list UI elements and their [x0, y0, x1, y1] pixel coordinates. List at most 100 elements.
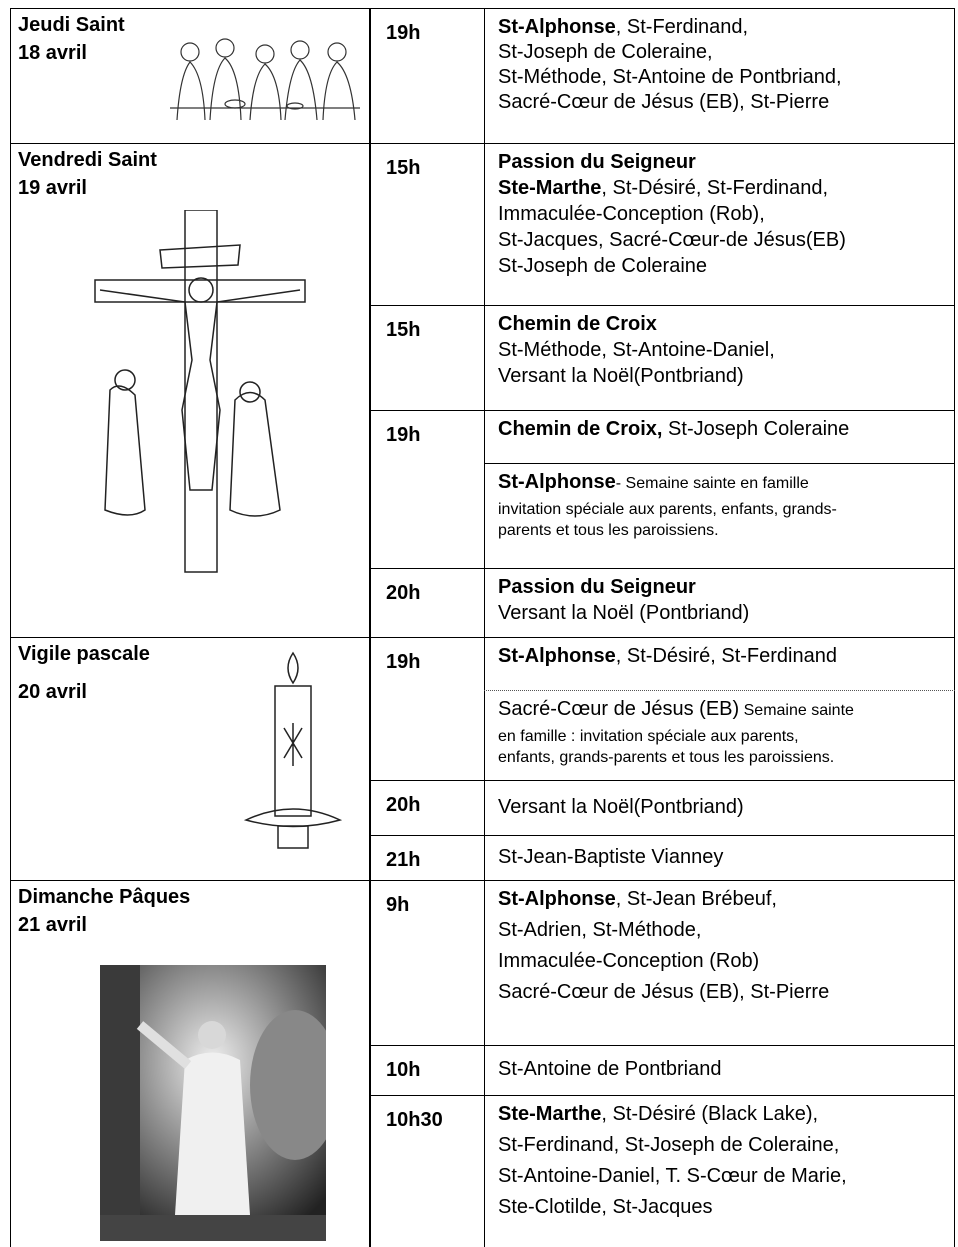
day-date: 19 avril [18, 177, 87, 199]
text-segment: St-Jacques, Sacré-Cœur-de Jésus(EB) [498, 229, 846, 251]
text-segment: St-Joseph de Coleraine, [498, 41, 713, 63]
text-segment: , St-Désiré, St-Ferdinand [615, 645, 837, 667]
time-label: 9h [386, 894, 410, 916]
text-segment: , St-Désiré, St-Ferdinand, [601, 177, 829, 199]
text-line: parents et tous les paroissiens. [498, 518, 719, 541]
text-segment: invitation spéciale aux parents, enfants… [498, 501, 837, 518]
day-cell [10, 637, 370, 881]
text-segment: , St-Jean Brébeuf, [615, 888, 777, 910]
text-segment: Versant la Noël(Pontbriand) [498, 795, 744, 818]
text-segment: Immaculée-Conception (Rob) [498, 950, 760, 972]
text-segment: St-Ferdinand, St-Joseph de Coleraine, [498, 1134, 840, 1156]
time-label: 19h [386, 22, 421, 44]
text-segment: Sacré-Cœur de Jésus (EB) [498, 698, 740, 720]
text-segment: Sacré-Cœur de Jésus (EB), St-Pierre [498, 981, 830, 1003]
time-label: 19h [386, 651, 421, 673]
day-name: Dimanche Pâques [18, 886, 191, 908]
text-segment: Chemin de Croix, [498, 418, 663, 440]
day-name: Vendredi Saint [18, 149, 157, 171]
text-line: St-Alphonse, St-Désiré, St-Ferdinand [498, 645, 837, 668]
crucifix-drawing [94, 210, 306, 573]
text-segment: St-Jean-Baptiste Vianney [498, 845, 724, 868]
text-segment: Versant la Noël(Pontbriand) [498, 365, 744, 387]
text-segment: St-Alphonse [498, 471, 616, 493]
text-segment: enfants, grands-parents et tous les paro… [498, 749, 835, 766]
day-date: 18 avril [18, 42, 87, 64]
time-label: 19h [386, 424, 421, 446]
text-segment: St-Alphonse [498, 16, 616, 38]
day-date: 20 avril [18, 681, 87, 703]
text-line: St-Alphonse, St-Ferdinand, [498, 16, 748, 39]
day-date: 21 avril [18, 914, 87, 936]
text-segment: Semaine sainte [739, 702, 854, 719]
text-line: St-Méthode, St-Antoine de Pontbriand, [498, 66, 842, 89]
resurrection-image [100, 965, 326, 1241]
text-line: Sacré-Cœur de Jésus (EB), St-Pierre [498, 91, 829, 114]
text-segment: Passion du Seigneur [498, 151, 696, 173]
text-segment: St-Méthode, St-Antoine de Pontbriand, [498, 66, 842, 88]
time-label: 21h [386, 849, 421, 871]
text-line: St-Antoine de Pontbriand [498, 1058, 722, 1081]
text-line: Versant la Noël(Pontbriand) [498, 796, 744, 819]
text-segment: St-Antoine-Daniel, T. S-Cœur de Marie, [498, 1165, 847, 1187]
text-line: Passion du Seigneur [498, 151, 696, 174]
text-segment: St-Alphonse [498, 888, 616, 910]
time-label: 20h [386, 582, 421, 604]
day-name: Jeudi Saint [18, 14, 125, 36]
time-label: 10h [386, 1059, 421, 1081]
time-label: 15h [386, 319, 421, 341]
text-segment: St-Antoine de Pontbriand [498, 1058, 722, 1080]
text-segment: Ste-Marthe [498, 1103, 602, 1125]
text-line: Chemin de Croix [498, 313, 657, 336]
day-name: Vigile pascale [18, 643, 150, 665]
text-line: Chemin de Croix, St-Joseph Coleraine [498, 418, 849, 441]
text-line: Sacré-Cœur de Jésus (EB) Semaine sainte [498, 698, 854, 721]
day-cell [10, 143, 370, 638]
text-line: St-Jean-Baptiste Vianney [498, 846, 723, 869]
text-line: St-Adrien, St-Méthode, [498, 919, 701, 942]
text-line: St-Antoine-Daniel, T. S-Cœur de Marie, [498, 1165, 847, 1188]
text-line: Ste-Marthe, St-Désiré, St-Ferdinand, [498, 177, 828, 200]
text-segment: St-Méthode, St-Antoine-Daniel, [498, 339, 775, 361]
last-supper-sketch [170, 38, 360, 121]
time-label: 15h [386, 157, 421, 179]
text-line: St-Méthode, St-Antoine-Daniel, [498, 339, 775, 362]
text-segment: St-Adrien, St-Méthode, [498, 919, 702, 941]
text-line: St-Joseph de Coleraine, [498, 41, 713, 64]
content-cell [484, 1095, 955, 1247]
text-segment: en famille : invitation spéciale aux par… [498, 728, 799, 745]
text-segment: St-Joseph de Coleraine [498, 255, 708, 277]
text-line: St-Alphonse- Semaine sainte en famille [498, 471, 809, 494]
text-line: Immaculée-Conception (Rob), [498, 203, 765, 226]
text-segment: parents et tous les paroissiens. [498, 522, 719, 539]
text-line: Ste-Clotilde, St-Jacques [498, 1196, 713, 1219]
block-separator [484, 463, 955, 464]
day-cell [10, 880, 370, 1247]
text-segment: , St-Ferdinand, [615, 16, 749, 38]
time-label: 20h [386, 794, 421, 816]
text-line: St-Ferdinand, St-Joseph de Coleraine, [498, 1134, 839, 1157]
text-line: Versant la Noël (Pontbriand) [498, 602, 749, 625]
text-line: Versant la Noël(Pontbriand) [498, 365, 744, 388]
text-line: Ste-Marthe, St-Désiré (Black Lake), [498, 1103, 818, 1126]
text-line: en famille : invitation spéciale aux par… [498, 724, 799, 747]
text-segment: Sacré-Cœur de Jésus (EB), St-Pierre [498, 91, 830, 113]
text-segment: Immaculée-Conception (Rob), [498, 203, 765, 225]
text-segment: Ste-Clotilde, St-Jacques [498, 1196, 713, 1218]
text-line: St-Joseph de Coleraine [498, 255, 707, 278]
text-segment: Ste-Marthe [498, 177, 602, 199]
text-segment: St-Joseph Coleraine [662, 418, 850, 440]
text-line: Passion du Seigneur [498, 576, 696, 599]
text-line: enfants, grands-parents et tous les paro… [498, 745, 834, 768]
text-segment: - Semaine sainte en famille [615, 475, 809, 492]
text-segment: Passion du Seigneur [498, 576, 696, 598]
text-segment: St-Alphonse [498, 645, 616, 667]
text-line: St-Alphonse, St-Jean Brébeuf, [498, 888, 777, 911]
block-separator [484, 690, 955, 691]
text-line: Immaculée-Conception (Rob) [498, 950, 759, 973]
text-segment: Chemin de Croix [498, 313, 657, 335]
text-line: invitation spéciale aux parents, enfants… [498, 497, 837, 520]
text-segment: Versant la Noël (Pontbriand) [498, 602, 750, 624]
text-line: Sacré-Cœur de Jésus (EB), St-Pierre [498, 981, 829, 1004]
